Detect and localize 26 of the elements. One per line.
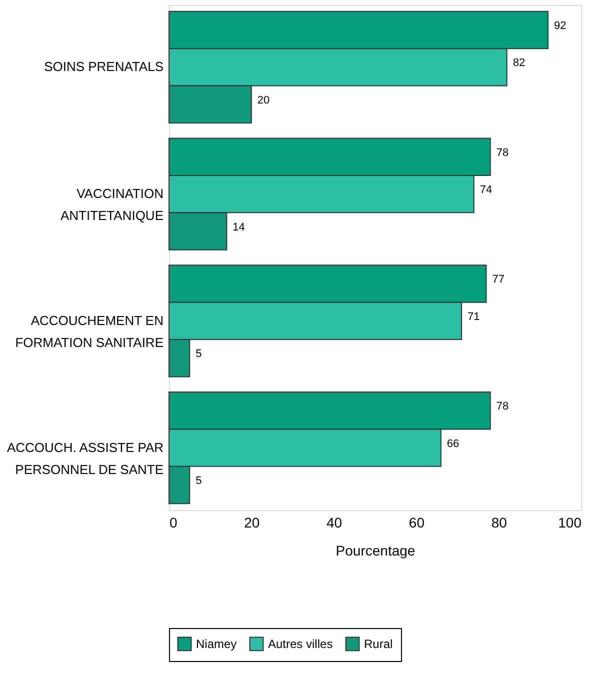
x-tick-label: 60 — [408, 514, 425, 530]
data-label: 71 — [468, 310, 480, 323]
y-tick-label: VACCINATION ANTITETANIQUE — [60, 186, 164, 224]
x-tick-label: 100 — [558, 514, 582, 530]
data-label: 78 — [496, 146, 509, 159]
y-tick-label: ACCOUCH. ASSISTE PAR PERSONNEL DE SANTE — [6, 440, 164, 477]
data-label: 82 — [512, 57, 526, 70]
data-label: 78 — [496, 400, 509, 413]
data-label: 14 — [232, 221, 245, 234]
data-label: 77 — [492, 274, 504, 286]
y-tick-label: ACCOUCHEMENT EN FORMATION SANITAIRE — [15, 312, 164, 350]
data-label: 20 — [257, 94, 270, 106]
data-label: 66 — [446, 438, 460, 450]
x-tick-label: 80 — [491, 514, 508, 530]
x-axis-title: Pourcentage — [336, 542, 416, 558]
x-tick-label: 0 — [170, 514, 178, 530]
legend-label: Autres villes — [268, 636, 333, 651]
data-label: 74 — [480, 184, 492, 196]
x-tick-label: 40 — [326, 514, 342, 530]
legend-label: Rural — [364, 636, 393, 651]
data-label: 5 — [196, 348, 202, 360]
data-label: 5 — [196, 475, 202, 488]
data-label: 92 — [554, 20, 566, 32]
legend-label: Niamey — [196, 636, 237, 651]
x-tick-label: 20 — [244, 514, 260, 530]
y-tick-label: SOINS PRENATALS — [44, 59, 164, 74]
